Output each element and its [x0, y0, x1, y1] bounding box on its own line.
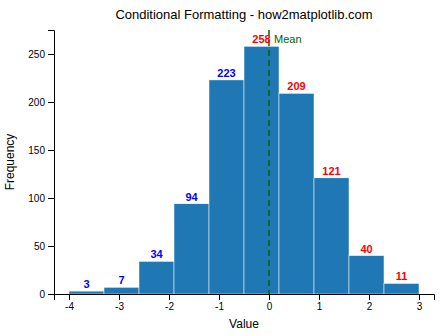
tick: -4: [65, 294, 74, 312]
tick-mark: [48, 246, 54, 247]
tick-label: 0: [39, 289, 45, 300]
bar: [384, 283, 419, 294]
x-axis-title: Value: [229, 317, 259, 331]
tick: 3: [417, 294, 423, 312]
tick-mark: [48, 294, 54, 295]
tick-mark: [169, 294, 170, 300]
tick: -3: [115, 294, 124, 312]
bar: [104, 287, 139, 294]
tick-mark: [419, 294, 420, 300]
tick: 250: [28, 49, 54, 60]
bar: [139, 261, 174, 294]
bar: [314, 178, 349, 294]
data-label: 94: [185, 191, 198, 203]
tick-mark: [48, 54, 54, 55]
data-label: 3: [83, 278, 89, 290]
axis-line: [48, 31, 55, 295]
tick: 1: [317, 294, 323, 312]
tick-label: -3: [115, 301, 124, 312]
tick-mark: [319, 294, 320, 300]
tick-label: 3: [417, 301, 423, 312]
annotation: Mean: [274, 33, 302, 45]
tick: 150: [28, 145, 54, 156]
x-axis: -4 -3 -2 -1 0 1 2 3: [55, 294, 435, 312]
tick: 200: [28, 97, 54, 108]
tick: 100: [28, 193, 54, 204]
data-label: 121: [322, 165, 340, 177]
bar: [209, 80, 244, 294]
data-label: 40: [360, 243, 372, 255]
tick-mark: [269, 294, 270, 300]
tick-mark: [69, 294, 70, 300]
bar: [279, 93, 314, 294]
marks: [69, 30, 419, 294]
data-label: 34: [150, 248, 163, 260]
tick-mark: [48, 150, 54, 151]
tick-mark: [48, 102, 54, 103]
tick-label: 1: [317, 301, 323, 312]
data-label: 7: [118, 274, 124, 286]
chart: -4 -3 -2 -1 0 1 2 3 0 50 100 150 200 250 3 7 34 94 223 258 2…: [0, 0, 448, 336]
tick-label: -4: [65, 301, 74, 312]
data-label: 209: [287, 80, 305, 92]
tick: 50: [34, 241, 54, 252]
plot: -4 -3 -2 -1 0 1 2 3 0 50 100 150 200 250 3 7 34 94 223 258 2…: [28, 30, 434, 312]
tick: 2: [367, 294, 373, 312]
data-label: 258: [252, 33, 270, 45]
bar: [69, 291, 104, 294]
tick-label: 150: [28, 145, 45, 156]
title: Conditional Formatting - how2matplotlib.…: [115, 7, 372, 22]
tick-label: 0: [267, 301, 273, 312]
tick-label: 2: [367, 301, 373, 312]
tick-label: 100: [28, 193, 45, 204]
tick-mark: [48, 198, 54, 199]
tick: 0: [39, 289, 54, 300]
bar: [244, 46, 279, 294]
axis-line: [55, 295, 435, 301]
y-axis-title: Frequency: [3, 134, 17, 191]
bar: [349, 256, 384, 294]
data-label: 223: [217, 67, 235, 79]
tick: -1: [215, 294, 224, 312]
mean-line: [268, 30, 270, 294]
tick-label: -2: [165, 301, 174, 312]
tick: 0: [267, 294, 273, 312]
tick-mark: [219, 294, 220, 300]
tick-mark: [119, 294, 120, 300]
bar: [174, 204, 209, 294]
tick-label: 50: [34, 241, 46, 252]
tick-label: -1: [215, 301, 224, 312]
y-axis: 0 50 100 150 200 250: [28, 31, 54, 300]
tick: -2: [165, 294, 174, 312]
data-labels: 3 7 34 94 223 258 209 121 40 11: [83, 33, 407, 290]
tick-label: 250: [28, 49, 45, 60]
data-label: 11: [396, 270, 408, 282]
tick-mark: [369, 294, 370, 300]
tick-label: 200: [28, 97, 45, 108]
